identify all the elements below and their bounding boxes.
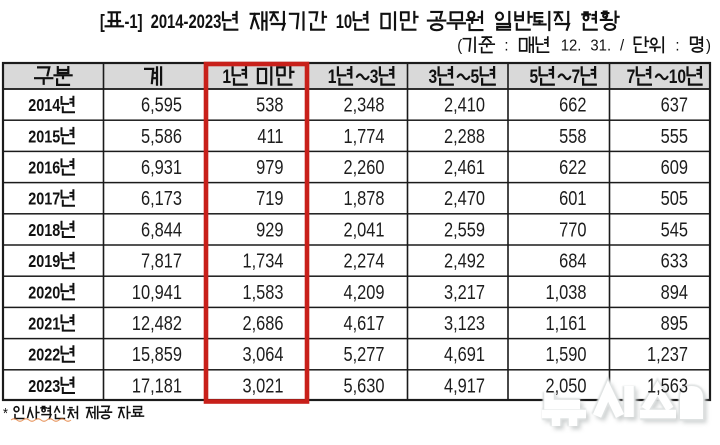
svg-text::: : <box>675 37 679 55</box>
svg-text:12.: 12. <box>561 37 582 55</box>
svg-text:2015: 2015 <box>28 127 60 147</box>
svg-text:5: 5 <box>530 65 539 87</box>
svg-text:2,410: 2,410 <box>444 93 485 116</box>
svg-text:3,021: 3,021 <box>243 374 284 397</box>
svg-text:609: 609 <box>661 155 688 178</box>
svg-text:(: ( <box>457 37 463 55</box>
svg-text:1,734: 1,734 <box>243 249 284 272</box>
svg-text:4,617: 4,617 <box>344 311 385 334</box>
svg-text:1,237: 1,237 <box>647 343 688 366</box>
svg-text:2,470: 2,470 <box>444 187 485 210</box>
svg-text:2018: 2018 <box>28 220 60 240</box>
svg-text:622: 622 <box>559 155 586 178</box>
svg-text:601: 601 <box>559 187 586 210</box>
svg-text:1,774: 1,774 <box>344 124 385 147</box>
svg-text:5,630: 5,630 <box>344 374 385 397</box>
svg-text:2020: 2020 <box>28 283 60 303</box>
svg-text:10: 10 <box>336 11 352 32</box>
svg-text:2,348: 2,348 <box>344 93 385 116</box>
svg-text:1,583: 1,583 <box>243 280 284 303</box>
svg-text:2,260: 2,260 <box>344 155 385 178</box>
svg-text:895: 895 <box>661 311 688 334</box>
svg-text:10,941: 10,941 <box>132 280 182 303</box>
svg-text:3,123: 3,123 <box>444 311 485 334</box>
svg-text:6,173: 6,173 <box>141 187 182 210</box>
svg-text:2014: 2014 <box>28 96 60 116</box>
svg-text:3: 3 <box>429 65 438 87</box>
svg-text:5,277: 5,277 <box>344 343 385 366</box>
svg-text:555: 555 <box>661 124 688 147</box>
svg-text:10: 10 <box>669 65 687 87</box>
svg-text:633: 633 <box>661 249 688 272</box>
svg-text:2,050: 2,050 <box>546 374 587 397</box>
svg-text:894: 894 <box>661 280 688 303</box>
svg-text:1,590: 1,590 <box>546 343 587 366</box>
svg-text:4,209: 4,209 <box>344 280 385 303</box>
svg-text:662: 662 <box>559 93 586 116</box>
svg-text:2,492: 2,492 <box>444 249 485 272</box>
svg-text:1: 1 <box>328 65 337 87</box>
svg-text::: : <box>504 37 508 55</box>
svg-text:1: 1 <box>222 65 231 87</box>
svg-text:2022: 2022 <box>28 345 60 365</box>
svg-text:6,595: 6,595 <box>141 93 182 116</box>
svg-text:4,691: 4,691 <box>444 343 485 366</box>
svg-text:558: 558 <box>559 124 586 147</box>
svg-text:*: * <box>3 404 8 421</box>
svg-text:5,586: 5,586 <box>141 124 182 147</box>
svg-text:2,041: 2,041 <box>344 218 385 241</box>
svg-text:6,931: 6,931 <box>141 155 182 178</box>
svg-text:2019: 2019 <box>28 252 60 272</box>
svg-text:2,274: 2,274 <box>344 249 385 272</box>
svg-text:-1]: -1] <box>125 11 143 32</box>
svg-text:2021: 2021 <box>28 314 60 334</box>
svg-text:719: 719 <box>256 187 283 210</box>
svg-text:12,482: 12,482 <box>132 311 182 334</box>
svg-text:2023: 2023 <box>28 376 60 396</box>
svg-text:3,217: 3,217 <box>444 280 485 303</box>
svg-text:929: 929 <box>256 218 283 241</box>
svg-text:15,859: 15,859 <box>132 343 182 366</box>
svg-text:7,817: 7,817 <box>141 249 182 272</box>
svg-text:2,461: 2,461 <box>444 155 485 178</box>
svg-text:[: [ <box>100 11 105 32</box>
svg-text:1,038: 1,038 <box>546 280 587 303</box>
svg-text:2016: 2016 <box>28 158 60 178</box>
svg-text:): ) <box>706 37 711 55</box>
svg-text:31.: 31. <box>590 37 611 55</box>
svg-text:545: 545 <box>661 218 688 241</box>
svg-text:411: 411 <box>257 124 283 147</box>
svg-text:505: 505 <box>661 187 688 210</box>
svg-text:7: 7 <box>627 65 636 87</box>
svg-text:2014-2023: 2014-2023 <box>151 11 222 32</box>
svg-text:3: 3 <box>370 65 379 87</box>
svg-text:1,563: 1,563 <box>647 374 688 397</box>
svg-text:1,161: 1,161 <box>546 311 587 334</box>
svg-text:4,917: 4,917 <box>444 374 485 397</box>
svg-text:770: 770 <box>559 218 586 241</box>
svg-text:538: 538 <box>256 93 283 116</box>
svg-text:2,686: 2,686 <box>243 311 284 334</box>
svg-text:637: 637 <box>661 93 688 116</box>
svg-text:2017: 2017 <box>28 189 60 209</box>
svg-text:17,181: 17,181 <box>132 374 182 397</box>
svg-text:3,064: 3,064 <box>243 343 284 366</box>
svg-text:684: 684 <box>559 249 586 272</box>
svg-text:/: / <box>620 37 625 55</box>
svg-text:7: 7 <box>572 65 581 87</box>
svg-text:1,878: 1,878 <box>344 187 385 210</box>
svg-text:2,288: 2,288 <box>444 124 485 147</box>
svg-text:2,559: 2,559 <box>444 218 485 241</box>
svg-text:5: 5 <box>471 65 480 87</box>
svg-text:6,844: 6,844 <box>141 218 182 241</box>
svg-text:979: 979 <box>256 155 283 178</box>
